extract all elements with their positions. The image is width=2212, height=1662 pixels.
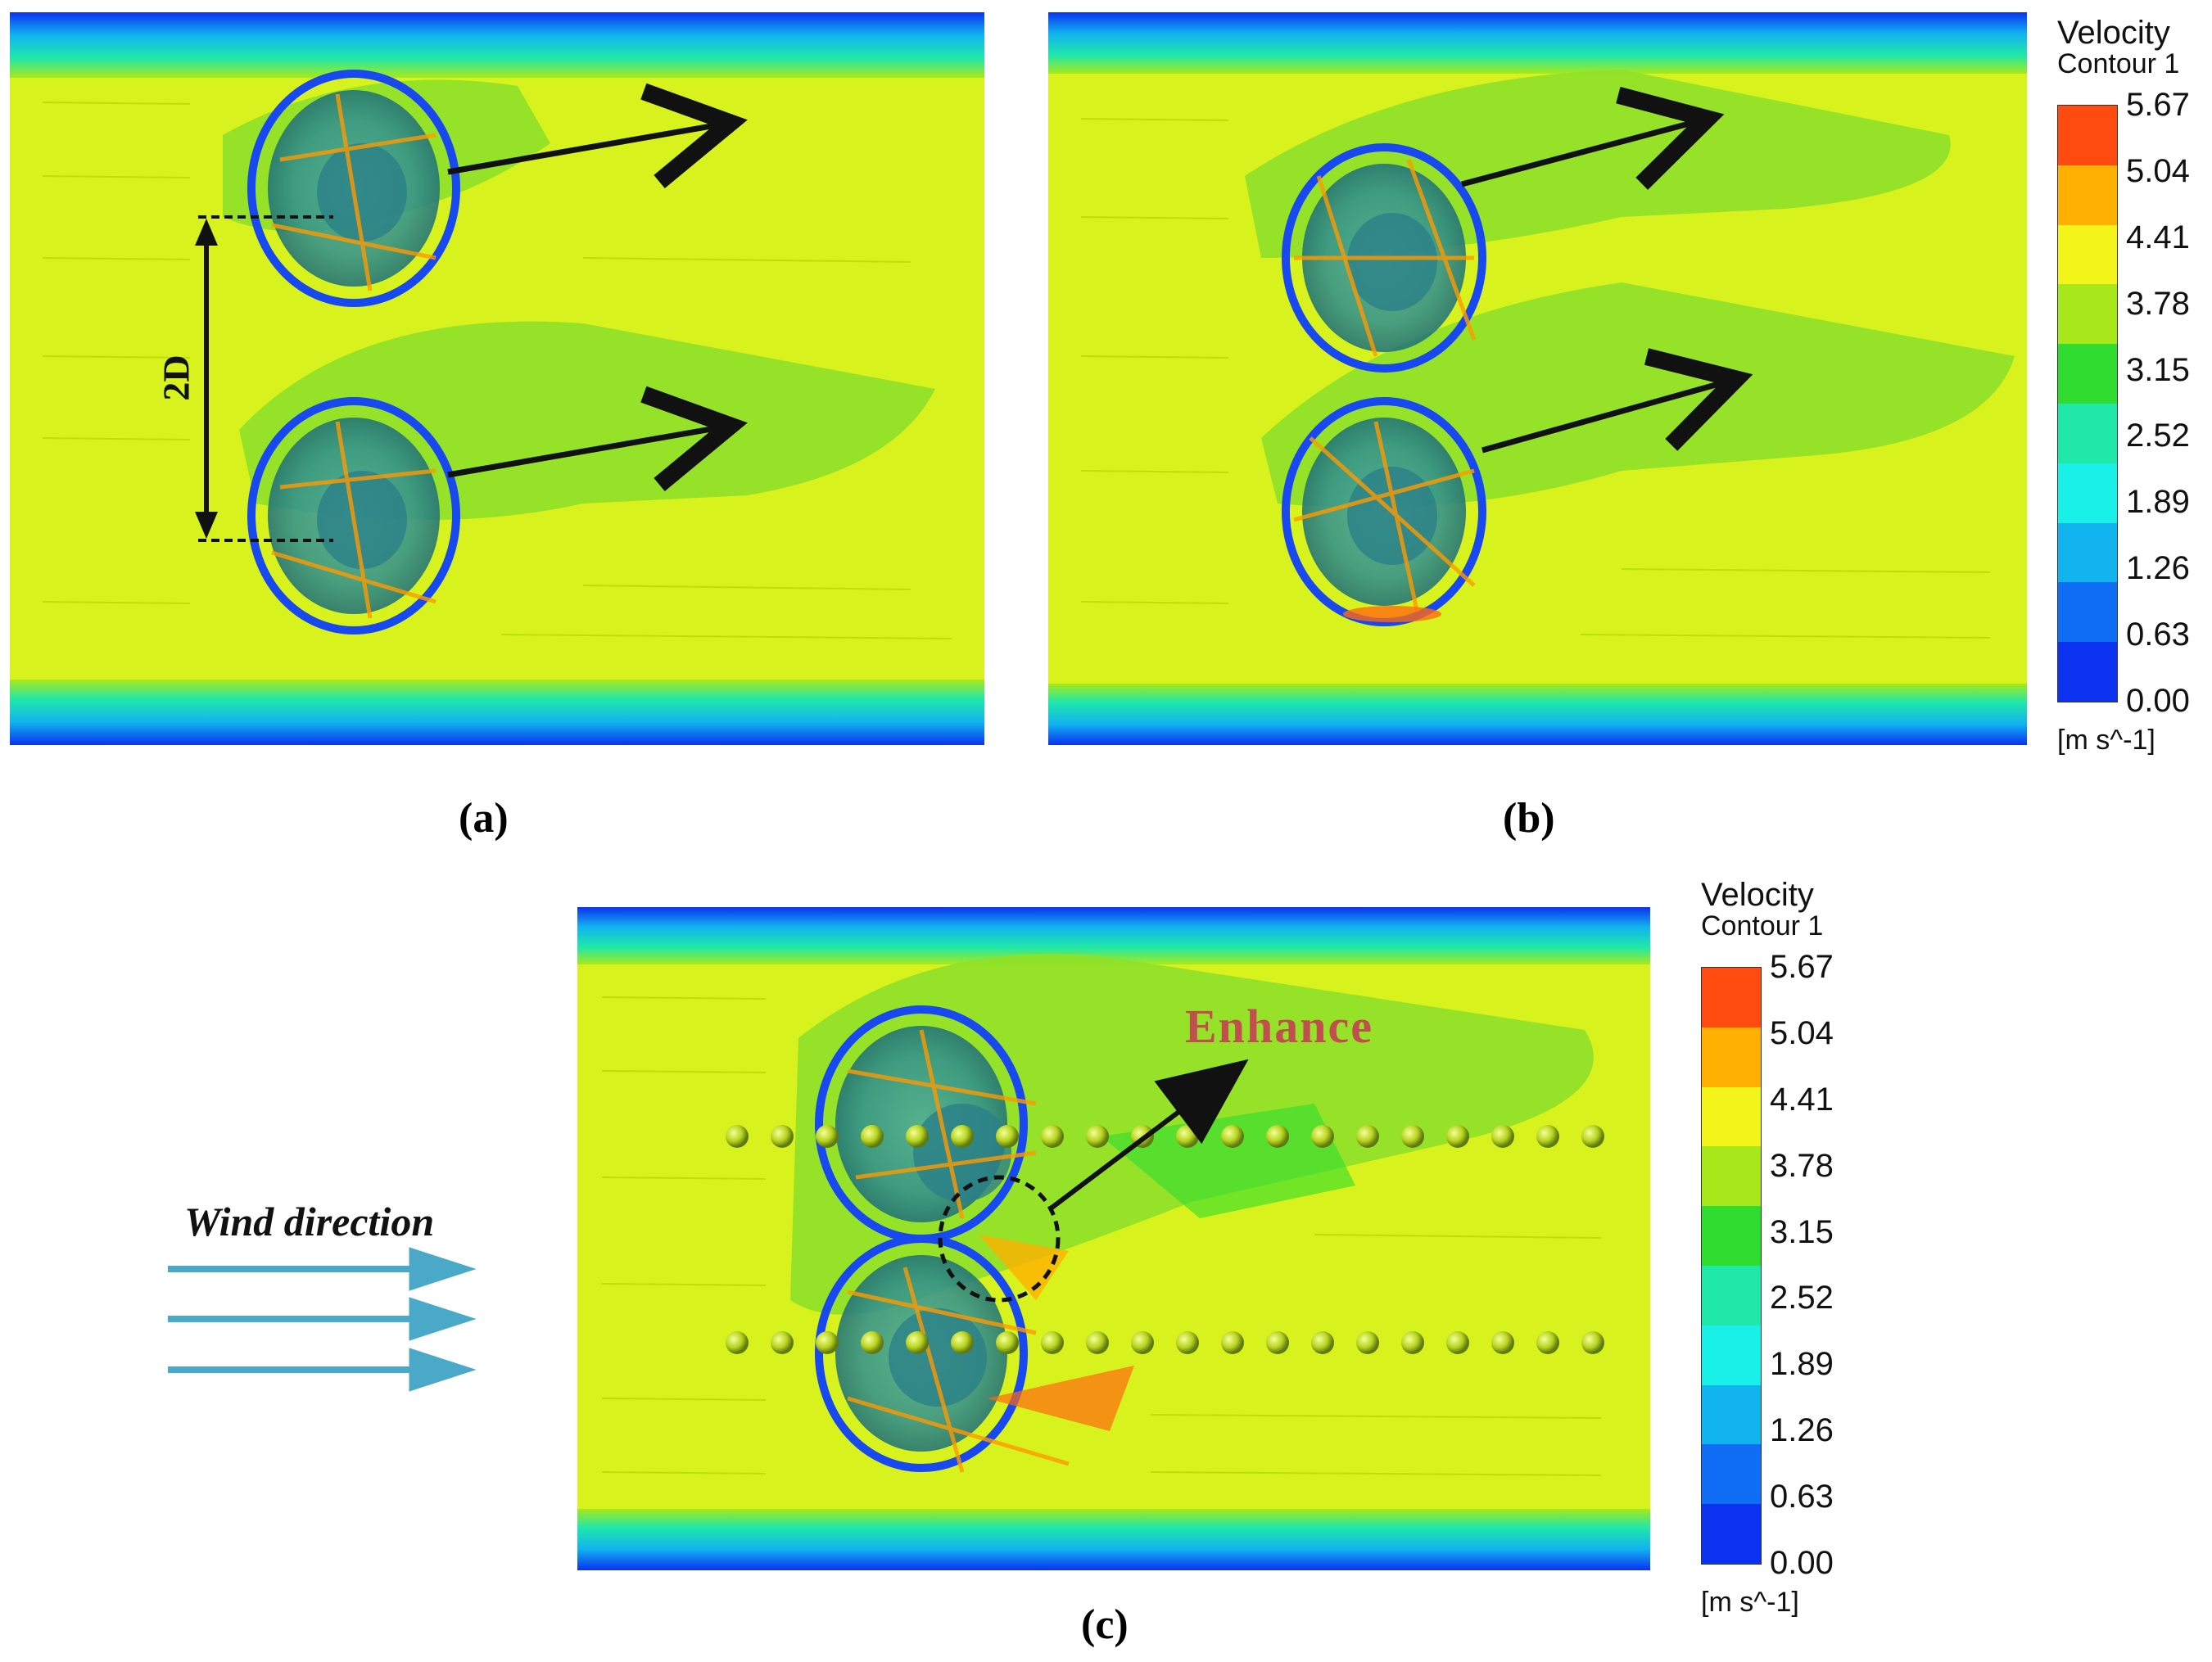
velocity-vectors xyxy=(601,996,1602,1476)
velocity-vectors xyxy=(1080,118,1991,639)
legend-title: Velocity xyxy=(2057,15,2170,51)
legend-color-segment xyxy=(1702,1325,1761,1385)
legend-tick-label: 2.52 xyxy=(1770,1280,1834,1317)
legend-tick-label: 4.41 xyxy=(2126,219,2190,255)
legend-color-segment xyxy=(2058,463,2117,523)
wind-arrowhead-1 xyxy=(409,1247,477,1291)
wake-direction-arrow-top xyxy=(447,83,748,189)
turbine-top xyxy=(1282,143,1486,373)
legend-tick-label: 5.67 xyxy=(1770,949,1834,985)
panel-b xyxy=(1048,12,2027,745)
legend-color-segment xyxy=(1702,1146,1761,1207)
legend-tick-label: 0.63 xyxy=(1770,1479,1834,1515)
wind-direction-arrows xyxy=(168,1247,477,1392)
legend-color-segment xyxy=(1702,1266,1761,1326)
wake-direction-arrow-bottom xyxy=(447,386,748,492)
caption-a: (a) xyxy=(459,795,509,842)
enhance-arrow xyxy=(1049,1059,1249,1211)
legend-tick-label: 1.26 xyxy=(2126,550,2190,587)
legend-color-segment xyxy=(2058,582,2117,643)
dimension-arrowhead-down xyxy=(195,512,218,539)
panel-b-contour xyxy=(1048,12,2027,745)
velocity-legend-top: Velocity Contour 1 5.67 5.04 4.41 3.78 3.15 2… xyxy=(2057,15,2205,756)
legend-tick-label: 0.00 xyxy=(1770,1545,1834,1581)
legend-unit: [m s^-1] xyxy=(2057,725,2155,756)
legend-color-segment xyxy=(2058,106,2117,165)
legend-tick-label: 0.00 xyxy=(2126,683,2190,719)
legend-color-segment xyxy=(2058,642,2117,702)
wind-arrowhead-3 xyxy=(409,1348,477,1392)
legend-color-segment xyxy=(2058,522,2117,583)
legend-tick-label: 1.26 xyxy=(1770,1412,1834,1449)
legend-color-segment xyxy=(1702,1086,1761,1147)
bottom-boundary-layer xyxy=(10,680,984,745)
enhance-label: Enhance xyxy=(1185,1000,1373,1053)
wake-direction-arrow-top xyxy=(1461,86,1725,190)
legend-tick-label: 0.63 xyxy=(2126,616,2190,653)
probe-row-bottom xyxy=(726,1331,1604,1354)
legend-color-segment xyxy=(2058,344,2117,404)
legend-color-segment xyxy=(1702,1504,1761,1564)
legend-tick-label: 5.04 xyxy=(2126,152,2190,189)
legend-tick-label: 3.15 xyxy=(2126,351,2190,388)
bottom-boundary-layer xyxy=(577,1509,1650,1570)
legend-tick-label: 3.78 xyxy=(1770,1147,1834,1184)
caption-c: (c) xyxy=(1081,1601,1129,1648)
legend-color-segment xyxy=(2058,165,2117,225)
legend-colorbar xyxy=(2057,105,2118,702)
panel-c: Enhance xyxy=(577,907,1650,1570)
legend-color-segment xyxy=(2058,224,2117,285)
top-boundary-layer xyxy=(577,907,1650,964)
legend-title: Velocity xyxy=(1701,877,1814,913)
legend-color-segment xyxy=(2058,404,2117,463)
turbine-bottom xyxy=(1282,397,1486,626)
caption-b: (b) xyxy=(1503,795,1555,842)
enhance-circle xyxy=(938,1175,1061,1303)
velocity-vectors xyxy=(42,102,952,639)
legend-tick-label: 3.78 xyxy=(2126,285,2190,322)
wind-arrowhead-2 xyxy=(409,1297,477,1341)
panel-c-contour xyxy=(577,907,1650,1570)
legend-color-segment xyxy=(1702,1206,1761,1266)
legend-subtitle: Contour 1 xyxy=(1701,910,1824,942)
legend-colorbar xyxy=(1701,967,1762,1565)
legend-color-segment xyxy=(1702,1027,1761,1087)
spacing-label: 2D xyxy=(155,355,197,401)
legend-unit: [m s^-1] xyxy=(1701,1587,1799,1618)
legend-color-segment xyxy=(1702,1384,1761,1445)
velocity-legend-bottom: Velocity Contour 1 5.67 5.04 4.41 3.78 3.15 2… xyxy=(1701,877,1848,1618)
panel-a-contour xyxy=(10,12,984,745)
legend-tick-label: 1.89 xyxy=(2126,484,2190,521)
legend-color-segment xyxy=(1702,968,1761,1027)
wake-direction-arrow-bottom xyxy=(1481,348,1753,454)
legend-tick-label: 5.04 xyxy=(1770,1014,1834,1051)
legend-tick-label: 1.89 xyxy=(1770,1346,1834,1383)
wind-direction-label: Wind direction xyxy=(184,1199,435,1244)
legend-color-segment xyxy=(2058,284,2117,345)
bottom-boundary-layer xyxy=(1048,684,2027,745)
legend-tick-label: 2.52 xyxy=(2126,418,2190,454)
legend-tick-label: 4.41 xyxy=(1770,1081,1834,1118)
legend-tick-label: 5.67 xyxy=(2126,87,2190,123)
legend-tick-label: 3.15 xyxy=(1770,1213,1834,1250)
legend-subtitle: Contour 1 xyxy=(2057,48,2180,79)
turbine-bottom xyxy=(247,397,460,635)
top-boundary-layer xyxy=(10,12,984,78)
legend-color-segment xyxy=(1702,1444,1761,1505)
panel-a: 2D xyxy=(10,12,984,745)
enhanced-velocity-zone xyxy=(979,1235,1069,1300)
turbine-top xyxy=(247,70,460,307)
top-boundary-layer xyxy=(1048,12,2027,74)
dimension-arrowhead-up xyxy=(195,219,218,246)
